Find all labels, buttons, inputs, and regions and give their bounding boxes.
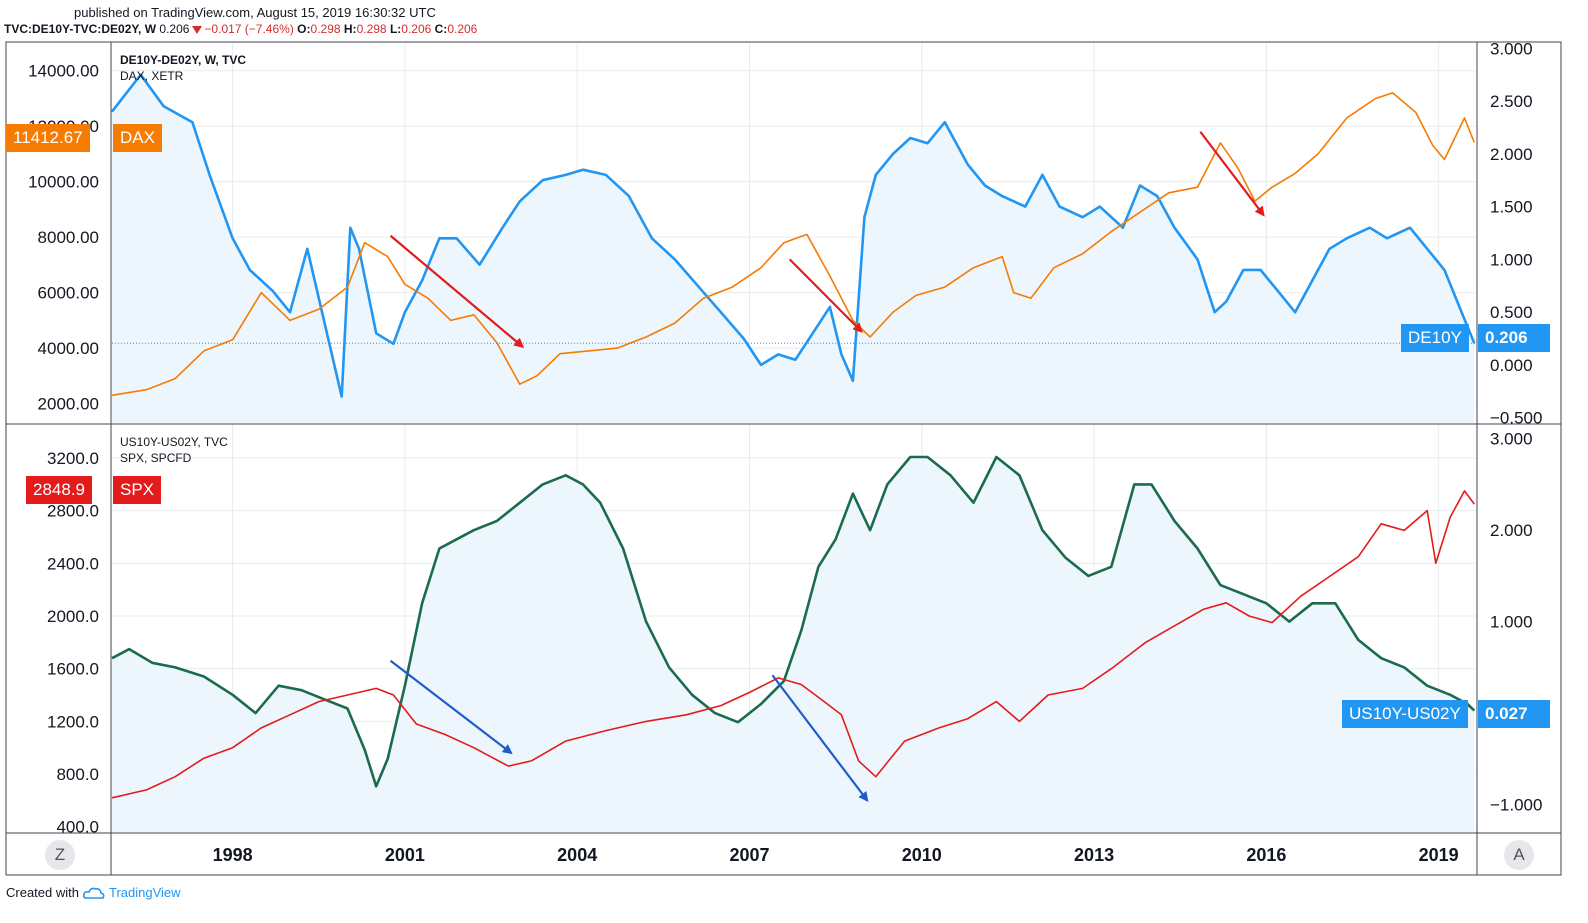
- series-line-dax[interactable]: [111, 92, 1476, 397]
- high-label: H:: [343, 22, 357, 36]
- right-axis-tick-label: 1.500: [1490, 198, 1533, 217]
- time-axis-tick-label: 2010: [902, 845, 942, 865]
- close-value: 0.206: [447, 22, 478, 36]
- time-axis-tick-label: 2016: [1246, 845, 1286, 865]
- right-axis-tick-label: 2.000: [1490, 521, 1533, 540]
- time-axis-tick-label: 1998: [213, 845, 253, 865]
- right-axis-tick-label: 3.000: [1490, 39, 1533, 58]
- series-line-us10y-us02y[interactable]: [111, 455, 1476, 788]
- left-axis-tick-label: 3200.0: [47, 449, 99, 468]
- right-axis-tick-label: 1.000: [1490, 613, 1533, 632]
- spx-label-tag: SPX: [113, 476, 162, 504]
- us-spread-label-tag: US10Y-US02Y: [1342, 700, 1468, 728]
- low-label: L:: [389, 22, 402, 36]
- chart-frame: [5, 41, 1562, 876]
- left-axis-tick-label: 400.0: [56, 818, 99, 837]
- right-axis-tick-label: 3.000: [1490, 430, 1533, 449]
- red-arrow-annotation[interactable]: [389, 234, 525, 349]
- open-value: 0.298: [310, 22, 341, 36]
- time-axis-tick-label: 2001: [385, 845, 425, 865]
- left-axis-tick-label: 1200.0: [47, 712, 99, 731]
- blue-arrow-annotation[interactable]: [771, 674, 869, 802]
- de10y-value-tag: 0.206: [1478, 324, 1550, 352]
- time-axis-tick-label: 2019: [1419, 845, 1459, 865]
- spx-price-tag: 2848.9: [26, 476, 92, 504]
- red-arrow-annotation[interactable]: [788, 258, 863, 333]
- top-pane[interactable]: 2000.004000.006000.008000.0010000.001200…: [28, 39, 1542, 427]
- footer: Created with TradingView: [6, 885, 181, 900]
- de10y-label-tag: DE10Y: [1401, 324, 1469, 352]
- us-spread-value-tag: 0.027: [1478, 700, 1550, 728]
- right-axis-tick-label: −0.500: [1490, 409, 1542, 428]
- last-price: 0.206: [159, 22, 190, 36]
- right-axis-tick-label: −1.000: [1490, 796, 1542, 815]
- tradingview-cloud-icon: [82, 887, 105, 899]
- left-axis-tick-label: 1600.0: [47, 660, 99, 679]
- bottom-pane[interactable]: 400.0 800.0 1200.0 1600.0 2000.0 2400.0 2800.0…: [47, 425, 1542, 837]
- right-axis-tick-label: 0.500: [1490, 303, 1533, 322]
- dax-label-tag: DAX: [113, 124, 162, 152]
- left-axis-tick-label: 14000.00: [28, 62, 99, 81]
- red-arrow-annotation[interactable]: [1199, 131, 1265, 217]
- low-value: 0.206: [401, 22, 432, 36]
- blue-arrow-annotation[interactable]: [389, 659, 513, 755]
- top-legend-sub[interactable]: DAX, XETR: [120, 69, 184, 83]
- bottom-legend-sub[interactable]: SPX, SPCFD: [120, 451, 192, 465]
- right-axis-tick-label: 2.500: [1490, 92, 1533, 111]
- left-axis-tick-label: 4000.00: [38, 339, 99, 358]
- time-axis[interactable]: 1998 2001 2004 2007 2010 2013 2016 2019: [213, 845, 1459, 865]
- top-pane-legend: DE10Y-DE02Y, W, TVC DAX, XETR: [120, 52, 246, 84]
- open-label: O:: [297, 22, 311, 36]
- price-change: −0.017 (−7.46%): [204, 22, 294, 36]
- time-axis-tick-label: 2013: [1074, 845, 1114, 865]
- published-note: published on TradingView.com, August 15,…: [74, 5, 436, 20]
- left-axis-tick-label: 2000.0: [47, 607, 99, 626]
- tradingview-brand[interactable]: TradingView: [108, 885, 181, 900]
- time-axis-tick-label: 2007: [729, 845, 769, 865]
- high-value: 0.298: [356, 22, 387, 36]
- ohlc-line: TVC:DE10Y-TVC:DE02Y, W 0.206 −0.017 (−7.4…: [4, 22, 477, 36]
- bottom-pane-legend: US10Y-US02Y, TVC SPX, SPCFD: [120, 434, 228, 466]
- zoom-button[interactable]: Z: [45, 840, 75, 870]
- left-axis-tick-label: 800.0: [56, 765, 99, 784]
- left-axis-tick-label: 2400.0: [47, 554, 99, 573]
- series-line-de10y[interactable]: [110, 73, 1476, 398]
- created-with-text: Created with: [6, 885, 79, 900]
- left-axis-tick-label: 2000.00: [38, 395, 99, 414]
- symbol-name[interactable]: TVC:DE10Y-TVC:DE02Y, W: [4, 22, 157, 36]
- close-label: C:: [434, 22, 448, 36]
- time-axis-tick-label: 2004: [557, 845, 597, 865]
- top-legend-title[interactable]: DE10Y-DE02Y, W, TVC: [120, 53, 247, 67]
- header: published on TradingView.com, August 15,…: [0, 0, 1588, 42]
- right-axis-tick-label: 2.000: [1490, 145, 1533, 164]
- left-axis-tick-label: 10000.00: [28, 173, 99, 192]
- series-line-spx[interactable]: [111, 490, 1475, 799]
- series-area-fill: [112, 457, 1475, 832]
- down-triangle-icon: [192, 26, 203, 34]
- bottom-legend-title[interactable]: US10Y-US02Y, TVC: [120, 435, 228, 449]
- left-axis-tick-label: 2800.0: [47, 502, 99, 521]
- auto-scale-button[interactable]: A: [1504, 840, 1534, 870]
- left-axis-tick-label: 6000.00: [38, 284, 99, 303]
- left-axis-tick-label: 8000.00: [38, 228, 99, 247]
- right-axis-tick-label: 1.000: [1490, 250, 1533, 269]
- dax-price-tag: 11412.67: [6, 124, 90, 152]
- series-area-fill: [112, 74, 1475, 423]
- right-axis-tick-label: 0.000: [1490, 356, 1533, 375]
